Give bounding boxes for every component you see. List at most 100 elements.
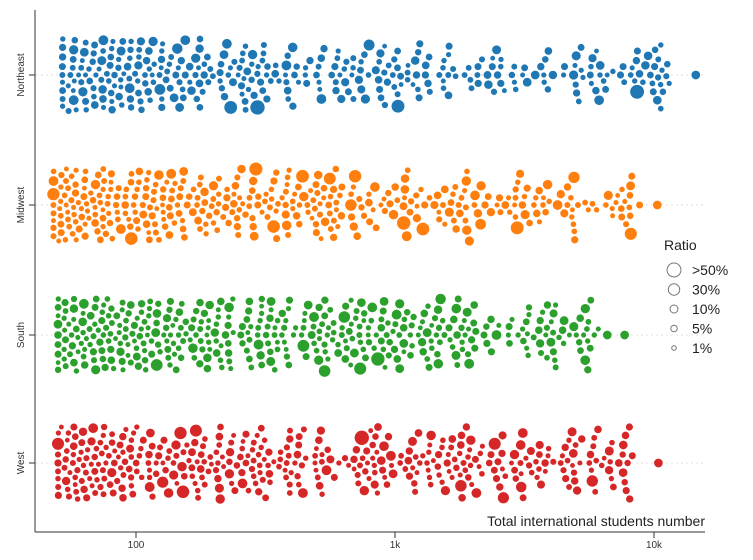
data-point (99, 186, 107, 193)
data-point (63, 165, 70, 173)
data-point (469, 189, 481, 201)
data-point (470, 201, 478, 209)
data-point (583, 365, 593, 375)
data-point (561, 474, 570, 483)
data-point (268, 195, 275, 203)
data-point (238, 57, 246, 65)
data-point (532, 194, 540, 202)
data-point (171, 351, 178, 358)
data-point (435, 71, 443, 79)
data-point (560, 62, 569, 71)
data-point (214, 483, 225, 494)
x-tick-label: 1k (390, 540, 402, 551)
data-point (427, 481, 435, 489)
data-point (259, 476, 267, 484)
data-point (280, 59, 292, 71)
data-point (371, 65, 381, 75)
data-point (158, 193, 167, 202)
data-point (242, 106, 250, 114)
data-point (355, 331, 364, 339)
data-point (663, 60, 672, 69)
data-point (497, 63, 505, 70)
data-point (256, 461, 264, 469)
data-point (455, 208, 465, 218)
data-point (200, 458, 208, 466)
data-point (58, 86, 67, 95)
data-point (107, 186, 114, 193)
data-point (380, 68, 389, 77)
data-point (267, 306, 275, 313)
data-point (210, 219, 217, 227)
data-point (241, 459, 250, 467)
data-point (371, 432, 380, 441)
data-point (264, 461, 272, 469)
data-point (440, 331, 449, 339)
data-point (99, 47, 107, 55)
data-point (370, 344, 378, 352)
data-point (198, 345, 207, 354)
data-point (150, 60, 158, 68)
data-point (463, 167, 471, 175)
data-point (545, 197, 553, 205)
data-point (169, 92, 180, 103)
data-point (540, 458, 550, 468)
data-point (476, 450, 484, 457)
data-point (410, 479, 419, 488)
data-point (175, 78, 184, 86)
data-point (99, 206, 106, 213)
region-label: West (16, 451, 27, 474)
data-point (423, 355, 431, 363)
data-point (334, 223, 341, 230)
data-point (214, 432, 224, 442)
data-point (428, 322, 435, 329)
data-point (452, 463, 461, 472)
data-point (609, 68, 617, 75)
data-point (162, 323, 170, 332)
data-point (109, 488, 118, 498)
data-point (73, 367, 80, 375)
data-point (64, 184, 72, 192)
data-point (456, 440, 466, 450)
data-point (244, 452, 252, 459)
data-point (145, 169, 152, 176)
data-point (99, 355, 107, 363)
data-point (473, 79, 483, 88)
data-point (133, 344, 140, 352)
legend-swatch-circle (666, 262, 682, 278)
data-point (83, 200, 90, 208)
data-point (557, 459, 565, 467)
data-point (532, 209, 542, 218)
data-point (617, 212, 626, 222)
data-point (278, 194, 286, 202)
data-point (62, 362, 70, 370)
data-point (254, 487, 263, 497)
data-point (575, 97, 583, 105)
data-point (133, 467, 141, 475)
data-point (199, 186, 210, 197)
data-point (195, 103, 204, 112)
data-point (142, 219, 152, 229)
data-point (171, 70, 180, 80)
data-point (381, 207, 389, 215)
data-point (417, 324, 424, 331)
data-point (585, 474, 599, 488)
data-point (115, 45, 127, 57)
data-point (90, 40, 99, 50)
data-point (285, 434, 295, 444)
data-point (483, 79, 494, 90)
data-point (543, 46, 553, 56)
data-point (261, 493, 270, 502)
data-point (487, 347, 496, 357)
data-point (571, 50, 582, 61)
data-point (97, 84, 108, 95)
data-point (393, 63, 402, 72)
data-point (292, 324, 299, 332)
data-point (114, 92, 124, 101)
data-point (89, 332, 98, 340)
data-point (639, 78, 647, 86)
data-point (283, 459, 291, 467)
data-point (118, 306, 126, 313)
data-point (612, 199, 620, 206)
data-point (175, 209, 184, 218)
data-point (377, 336, 386, 346)
